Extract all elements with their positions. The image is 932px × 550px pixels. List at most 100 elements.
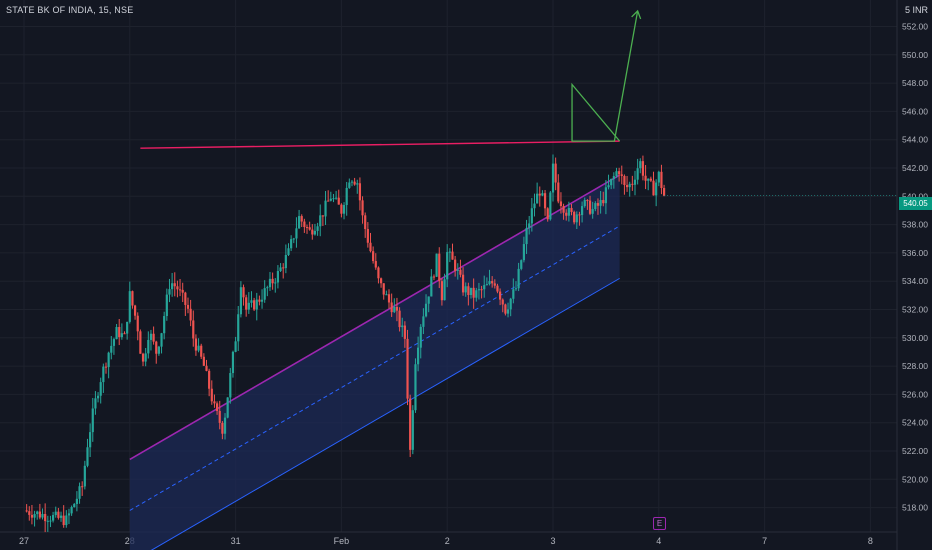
candle-body — [493, 283, 496, 286]
candle-body — [89, 432, 92, 448]
candle-body — [335, 197, 338, 199]
candle-body — [401, 325, 404, 328]
y-tick-label: 538.00 — [902, 220, 928, 230]
candle-body — [107, 352, 110, 368]
candle-body — [546, 208, 549, 220]
candle-body — [514, 288, 518, 290]
candle-body — [628, 183, 631, 188]
channel-upper-line[interactable] — [129, 174, 621, 461]
x-tick-label: Feb — [334, 536, 350, 546]
candle-body — [480, 289, 483, 291]
earnings-badge[interactable]: E — [653, 517, 666, 530]
candle-body — [409, 398, 412, 450]
candle-body — [300, 216, 303, 222]
candle-body — [81, 486, 84, 488]
candle-body — [430, 276, 433, 297]
candle-body — [73, 503, 76, 508]
candle-body — [337, 197, 340, 205]
candle-body — [139, 331, 142, 354]
candle-body — [215, 403, 219, 411]
candle-body — [517, 268, 520, 289]
y-tick-label: 552.00 — [902, 22, 928, 32]
candle-body — [210, 388, 213, 402]
candle-body — [461, 274, 465, 293]
resistance-line[interactable] — [140, 140, 620, 149]
candle-body — [625, 185, 629, 188]
candle-body — [364, 215, 367, 230]
candle-body — [62, 515, 65, 526]
candle-body — [186, 304, 190, 309]
candle-body — [104, 366, 108, 368]
candle-body — [348, 182, 351, 188]
candle-body — [110, 345, 113, 353]
candle-body — [155, 341, 158, 354]
candle-body — [276, 271, 280, 283]
y-tick-label: 542.00 — [902, 163, 928, 173]
candle-body — [59, 515, 63, 518]
candle-body — [506, 309, 510, 314]
candle-body — [157, 346, 160, 354]
candle-body — [102, 366, 105, 383]
candle-body — [250, 300, 253, 303]
candle-body — [509, 298, 512, 310]
candle-body — [94, 398, 97, 409]
candle-body — [612, 176, 615, 179]
candle-body — [551, 163, 555, 193]
candle-body — [422, 316, 425, 327]
candle-body — [147, 339, 150, 354]
candle-body — [141, 353, 145, 362]
candle-body — [464, 286, 467, 293]
candle-body — [96, 395, 100, 399]
candle-body — [223, 417, 227, 434]
candle-body — [578, 214, 581, 216]
channel-mid-line[interactable] — [129, 225, 620, 511]
candle-body — [559, 201, 563, 207]
candle-body — [38, 511, 41, 518]
candle-body — [133, 305, 137, 316]
grid — [0, 0, 897, 532]
candle-body — [184, 292, 187, 305]
candle-body — [340, 204, 343, 214]
candle-body — [427, 296, 430, 304]
candle-body — [602, 200, 605, 204]
candle-body — [308, 227, 311, 230]
candle-body — [46, 520, 49, 522]
candle-body — [321, 215, 324, 217]
candle-body — [377, 267, 380, 279]
channel-lower-line[interactable] — [130, 277, 620, 550]
candle-body — [290, 239, 293, 249]
y-tick-label: 544.00 — [902, 135, 928, 145]
candle-body — [226, 397, 229, 418]
candle-body — [483, 285, 486, 290]
candle-body — [586, 200, 589, 202]
candle-body — [596, 203, 600, 206]
candle-body — [372, 251, 375, 262]
candle-body — [554, 163, 557, 183]
candle-body — [604, 187, 607, 204]
regression-channel-fill — [129, 175, 620, 550]
candle-body — [499, 291, 502, 300]
candle-body — [160, 333, 163, 347]
x-tick-label: 27 — [19, 536, 29, 546]
y-tick-label: 548.00 — [902, 78, 928, 88]
projection-path[interactable] — [571, 10, 639, 142]
candle-body — [54, 511, 57, 516]
last-price-tag: 540.05 — [899, 197, 932, 210]
candle-body — [660, 171, 663, 189]
candle-body — [176, 286, 179, 290]
candle-body — [662, 188, 666, 196]
candle-body — [633, 179, 637, 185]
candle-body — [459, 269, 462, 275]
candle-body — [213, 401, 216, 404]
candle-body — [631, 183, 634, 185]
candle-body — [406, 338, 409, 399]
candle-body — [356, 183, 359, 185]
candle-body — [271, 278, 274, 284]
candle-body — [168, 289, 171, 295]
candle-body — [440, 281, 444, 301]
y-tick-label: 522.00 — [902, 446, 928, 456]
candle-body — [522, 244, 526, 261]
candle-body — [580, 206, 584, 216]
candle-body — [28, 511, 31, 515]
